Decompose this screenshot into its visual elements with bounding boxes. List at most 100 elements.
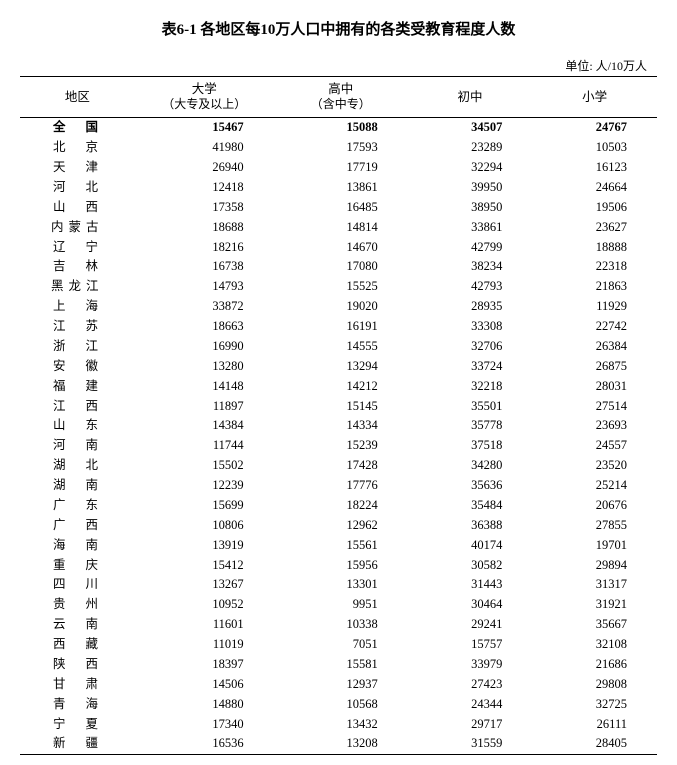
cell-primaryschool: 31921 xyxy=(532,595,657,615)
cell-middleschool: 33724 xyxy=(408,356,533,376)
cell-middleschool: 30464 xyxy=(408,595,533,615)
table-row: 广 西10806129623638827855 xyxy=(20,515,657,535)
cell-highschool: 15525 xyxy=(274,277,408,297)
cell-region: 江 苏 xyxy=(20,317,135,337)
cell-university: 11601 xyxy=(135,615,274,635)
cell-primaryschool: 19701 xyxy=(532,535,657,555)
table-row: 广 东15699182243548420676 xyxy=(20,495,657,515)
cell-region: 宁 夏 xyxy=(20,714,135,734)
cell-highschool: 15239 xyxy=(274,436,408,456)
cell-region: 山 西 xyxy=(20,197,135,217)
cell-middleschool: 31559 xyxy=(408,734,533,754)
cell-highschool: 15581 xyxy=(274,654,408,674)
table-row: 云 南11601103382924135667 xyxy=(20,615,657,635)
cell-region: 西 藏 xyxy=(20,635,135,655)
cell-middleschool: 33861 xyxy=(408,217,533,237)
cell-university: 14384 xyxy=(135,416,274,436)
table-row: 青 海14880105682434432725 xyxy=(20,694,657,714)
col-middleschool: 初中 xyxy=(408,77,533,118)
cell-region: 湖 南 xyxy=(20,476,135,496)
col-highschool-sub: （含中专） xyxy=(278,97,404,113)
cell-university: 16738 xyxy=(135,257,274,277)
cell-middleschool: 29717 xyxy=(408,714,533,734)
cell-highschool: 16485 xyxy=(274,197,408,217)
cell-university: 14793 xyxy=(135,277,274,297)
cell-primaryschool: 28405 xyxy=(532,734,657,754)
table-row: 贵 州1095299513046431921 xyxy=(20,595,657,615)
cell-primaryschool: 28031 xyxy=(532,376,657,396)
cell-primaryschool: 24767 xyxy=(532,117,657,137)
cell-university: 17358 xyxy=(135,197,274,217)
cell-region: 四 川 xyxy=(20,575,135,595)
cell-highschool: 13432 xyxy=(274,714,408,734)
table-row: 山 东14384143343577823693 xyxy=(20,416,657,436)
cell-university: 15699 xyxy=(135,495,274,515)
cell-middleschool: 29241 xyxy=(408,615,533,635)
table-title: 表6-1 各地区每10万人口中拥有的各类受教育程度人数 xyxy=(20,18,657,39)
table-row: 江 西11897151453550127514 xyxy=(20,396,657,416)
cell-university: 41980 xyxy=(135,138,274,158)
cell-university: 13280 xyxy=(135,356,274,376)
cell-university: 16536 xyxy=(135,734,274,754)
cell-highschool: 9951 xyxy=(274,595,408,615)
cell-primaryschool: 29894 xyxy=(532,555,657,575)
table-row: 湖 北15502174283428023520 xyxy=(20,456,657,476)
cell-region: 广 东 xyxy=(20,495,135,515)
cell-region: 全 国 xyxy=(20,117,135,137)
cell-highschool: 13301 xyxy=(274,575,408,595)
cell-university: 17340 xyxy=(135,714,274,734)
cell-highschool: 14212 xyxy=(274,376,408,396)
table-row: 黑龙江14793155254279321863 xyxy=(20,277,657,297)
cell-highschool: 14555 xyxy=(274,336,408,356)
cell-primaryschool: 23693 xyxy=(532,416,657,436)
unit-label: 单位: 人/10万人 xyxy=(20,57,657,74)
cell-middleschool: 40174 xyxy=(408,535,533,555)
cell-middleschool: 34507 xyxy=(408,117,533,137)
cell-region: 广 西 xyxy=(20,515,135,535)
table-row: 新 疆16536132083155928405 xyxy=(20,734,657,754)
cell-primaryschool: 20676 xyxy=(532,495,657,515)
cell-highschool: 17719 xyxy=(274,158,408,178)
cell-highschool: 17776 xyxy=(274,476,408,496)
cell-highschool: 15956 xyxy=(274,555,408,575)
table-row: 天 津26940177193229416123 xyxy=(20,158,657,178)
cell-middleschool: 42799 xyxy=(408,237,533,257)
table-row: 重 庆15412159563058229894 xyxy=(20,555,657,575)
cell-region: 新 疆 xyxy=(20,734,135,754)
header-row: 地区 大学 （大专及以上） 高中 （含中专） 初中 小学 xyxy=(20,77,657,118)
cell-region: 贵 州 xyxy=(20,595,135,615)
cell-primaryschool: 10503 xyxy=(532,138,657,158)
cell-university: 18663 xyxy=(135,317,274,337)
cell-region: 湖 北 xyxy=(20,456,135,476)
table-row: 海 南13919155614017419701 xyxy=(20,535,657,555)
cell-university: 16990 xyxy=(135,336,274,356)
cell-middleschool: 42793 xyxy=(408,277,533,297)
cell-middleschool: 35636 xyxy=(408,476,533,496)
cell-region: 天 津 xyxy=(20,158,135,178)
col-university: 大学 （大专及以上） xyxy=(135,77,274,118)
cell-primaryschool: 32725 xyxy=(532,694,657,714)
cell-university: 14148 xyxy=(135,376,274,396)
cell-highschool: 16191 xyxy=(274,317,408,337)
cell-primaryschool: 27855 xyxy=(532,515,657,535)
col-highschool: 高中 （含中专） xyxy=(274,77,408,118)
table-row: 宁 夏17340134322971726111 xyxy=(20,714,657,734)
cell-highschool: 17428 xyxy=(274,456,408,476)
cell-university: 11019 xyxy=(135,635,274,655)
table-row: 河 北12418138613995024664 xyxy=(20,177,657,197)
cell-highschool: 13861 xyxy=(274,177,408,197)
cell-highschool: 10568 xyxy=(274,694,408,714)
cell-primaryschool: 24557 xyxy=(532,436,657,456)
cell-region: 海 南 xyxy=(20,535,135,555)
cell-region: 上 海 xyxy=(20,297,135,317)
cell-primaryschool: 11929 xyxy=(532,297,657,317)
education-table: 地区 大学 （大专及以上） 高中 （含中专） 初中 小学 全 国15467150… xyxy=(20,76,657,755)
cell-region: 云 南 xyxy=(20,615,135,635)
cell-primaryschool: 35667 xyxy=(532,615,657,635)
cell-highschool: 17593 xyxy=(274,138,408,158)
cell-highschool: 12937 xyxy=(274,674,408,694)
table-row: 北 京41980175932328910503 xyxy=(20,138,657,158)
cell-university: 18397 xyxy=(135,654,274,674)
table-row: 浙 江16990145553270626384 xyxy=(20,336,657,356)
cell-region: 甘 肃 xyxy=(20,674,135,694)
